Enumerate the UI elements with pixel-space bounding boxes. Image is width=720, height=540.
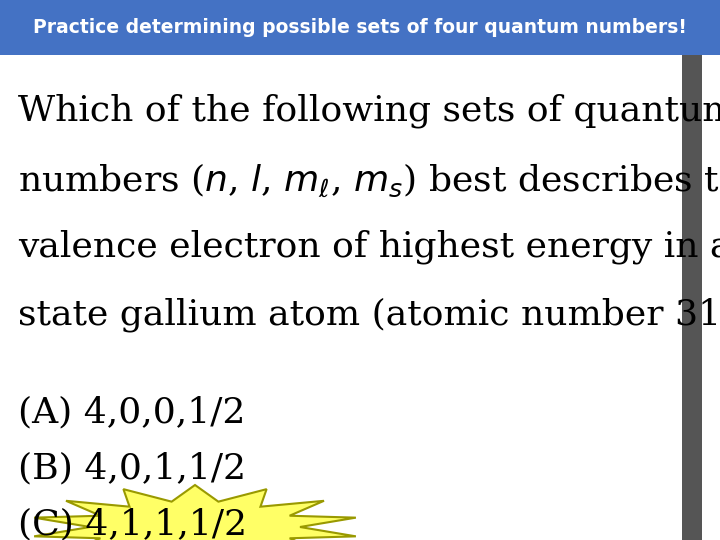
Text: (B) 4,0,1,1/2: (B) 4,0,1,1/2	[18, 451, 246, 485]
Text: state gallium atom (atomic number 31)?: state gallium atom (atomic number 31)?	[18, 297, 720, 332]
Polygon shape	[34, 485, 356, 540]
Text: numbers ($n$, $l$, $m_\ell$, $m_s$) best describes the: numbers ($n$, $l$, $m_\ell$, $m_s$) best…	[18, 161, 720, 199]
Text: (A) 4,0,0,1/2: (A) 4,0,0,1/2	[18, 395, 246, 429]
Text: Which of the following sets of quantum: Which of the following sets of quantum	[18, 93, 720, 127]
Text: valence electron of highest energy in a ground-: valence electron of highest energy in a …	[18, 229, 720, 264]
Text: (C) 4,1,1,1/2: (C) 4,1,1,1/2	[18, 507, 247, 540]
Text: Practice determining possible sets of four quantum numbers!: Practice determining possible sets of fo…	[33, 18, 687, 37]
FancyBboxPatch shape	[682, 55, 702, 540]
FancyBboxPatch shape	[0, 0, 720, 55]
